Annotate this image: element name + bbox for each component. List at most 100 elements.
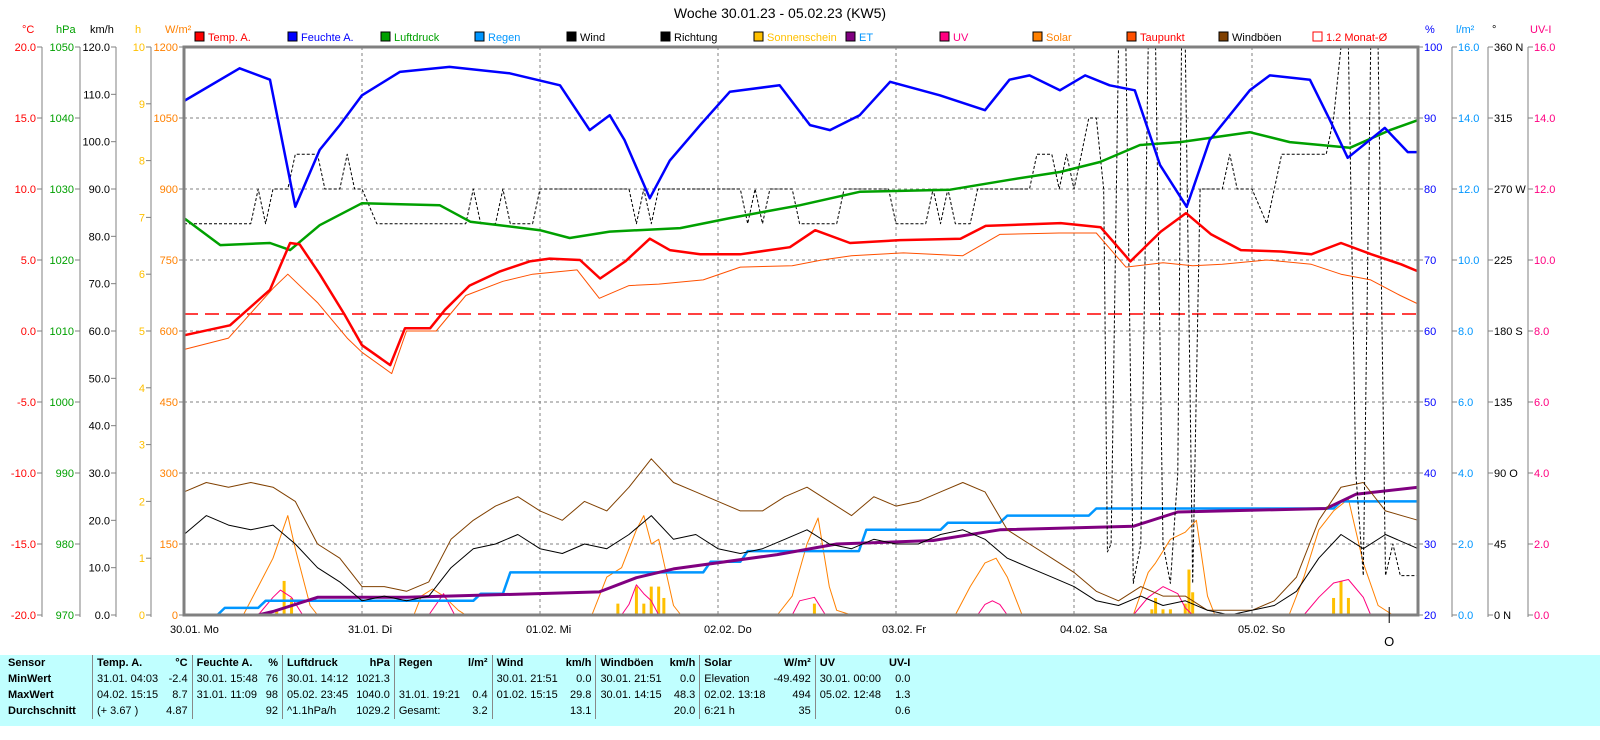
legend-swatch	[1218, 31, 1229, 42]
sunshine-bar	[662, 597, 666, 615]
stats-cell-time: ^1.1hPa/h	[282, 703, 353, 719]
stats-cell-time: 31.01. 11:09	[191, 687, 262, 703]
stats-cell-value: 8.7	[172, 689, 188, 701]
wind-tick-label: 40.0	[89, 421, 110, 433]
series-windböen	[183, 458, 1419, 611]
legend-swatch	[380, 31, 391, 42]
stats-header-name: Wind	[491, 655, 562, 671]
direction-tick-label: 315	[1494, 113, 1512, 125]
rain-tick-label: 14.0	[1458, 113, 1479, 125]
series-lines	[183, 46, 1419, 617]
sunshine-tick-label: 5	[139, 326, 145, 338]
temp-tick-label: -10.0	[11, 468, 36, 480]
stats-cell-value: 92	[265, 705, 279, 717]
legend-swatch	[939, 31, 950, 42]
wind-tick-label: 50.0	[89, 373, 110, 385]
temp-tick-label: 15.0	[15, 113, 36, 125]
plot-frame	[182, 45, 1420, 617]
rain-tick-label: 8.0	[1458, 326, 1473, 338]
legend-swatch	[1312, 31, 1323, 42]
stats-cell-time: 31.01. 04:03	[92, 671, 163, 687]
sunshine-tick-label: 10	[133, 42, 145, 54]
legend-swatch	[845, 31, 856, 42]
solar-tick-label: 900	[160, 184, 178, 196]
solar-tick-label: 1200	[154, 42, 178, 54]
solar-axis-unit: W/m²	[165, 24, 192, 36]
humidity-tick-label: 40	[1424, 468, 1436, 480]
stats-header-unit: l/m²	[468, 657, 488, 669]
legend-label: Solar	[1046, 32, 1072, 44]
stats-header-unit: km/h	[565, 657, 592, 669]
stats-cell-value: 3.2	[472, 705, 488, 717]
stats-header-unit: UV-I	[888, 657, 911, 669]
sunshine-bar	[1150, 609, 1154, 615]
wind-tick-label: 110.0	[83, 89, 110, 101]
stats-cell-value: 20.0	[673, 705, 696, 717]
rain-tick-label: 4.0	[1458, 468, 1473, 480]
stats-cell-time: Elevation	[699, 671, 770, 687]
pressure-tick-label: 1000	[50, 397, 74, 409]
uv-axis-unit: UV-I	[1530, 24, 1551, 36]
stats-cell-value: 35	[798, 705, 811, 717]
rain-tick-label: 16.0	[1458, 42, 1479, 54]
sunshine-bar	[1154, 597, 1158, 615]
humidity-tick-label: 30	[1424, 539, 1436, 551]
stats-header-name: Feuchte A.	[191, 655, 262, 671]
direction-axis-unit: °	[1492, 24, 1496, 36]
legend: Temp. A. Feuchte A. Luftdruck Regen Wind Rich…	[194, 31, 1388, 44]
wind-tick-label: 0.0	[95, 610, 110, 622]
x-day-label: 03.02. Fr	[882, 624, 926, 636]
solar-tick-label: 450	[160, 397, 178, 409]
stats-row: MinWert 31.01. 04:03 -2.4 30.01. 15:48 76 30.…	[4, 671, 914, 687]
sunshine-axis-unit: h	[135, 24, 141, 36]
sunshine-bar	[642, 603, 646, 615]
rain-tick-label: 2.0	[1458, 539, 1473, 551]
rain-tick-label: 6.0	[1458, 397, 1473, 409]
sunshine-bar	[1187, 569, 1191, 615]
sunshine-bar	[282, 580, 286, 615]
stats-cell-time: 31.01. 19:21	[393, 687, 465, 703]
stats-cell-value: 0.0	[895, 673, 911, 685]
x-day-label: 31.01. Di	[348, 624, 392, 636]
stats-cell-value: 4.87	[166, 705, 188, 717]
stats-header-unit: %	[268, 657, 279, 669]
sunshine-bar	[275, 609, 279, 615]
stats-row: MaxWert 04.02. 15:15 8.7 31.01. 11:09 98 05.0…	[4, 687, 914, 703]
pressure-tick-label: 1020	[50, 255, 74, 267]
legend-swatch	[1032, 31, 1043, 42]
legend-swatch	[1126, 31, 1137, 42]
stats-cell-value: 1040.0	[356, 689, 390, 701]
legend-swatch	[287, 31, 298, 42]
temp-tick-label: -20.0	[11, 610, 36, 622]
direction-tick-label: 90 O	[1494, 468, 1518, 480]
stats-cell-time: 05.02. 23:45	[282, 687, 353, 703]
stats-header-row: Sensor Temp. A. °C Feuchte A.% Luftdruck hPa R…	[4, 655, 914, 671]
uv-tick-label: 16.0	[1534, 42, 1555, 54]
solar-tick-label: 150	[160, 539, 178, 551]
stats-row-label: MinWert	[8, 673, 52, 685]
solar-tick-label: 600	[160, 326, 178, 338]
stats-cell-value: 1.3	[895, 689, 911, 701]
stats-header-unit: km/h	[669, 657, 696, 669]
humidity-tick-label: 90	[1424, 113, 1436, 125]
stats-header-name: UV	[814, 655, 885, 671]
sunshine-bar	[1161, 609, 1165, 615]
series-taupunkt	[183, 232, 1419, 375]
legend-label: ET	[859, 32, 873, 44]
stats-cell-value: 76	[265, 673, 279, 685]
temp-tick-label: 20.0	[15, 42, 36, 54]
rain-axis-unit: l/m²	[1456, 24, 1475, 36]
stats-cell-time: 01.02. 15:15	[491, 687, 562, 703]
uv-tick-label: 0.0	[1534, 610, 1549, 622]
stats-cell-time	[393, 671, 465, 687]
sunshine-tick-label: 2	[139, 496, 145, 508]
pressure-axis-unit: hPa	[56, 24, 76, 36]
stats-cell-time	[491, 703, 562, 719]
stats-cell-time: 30.01. 00:00	[814, 671, 885, 687]
x-day-label: 30.01. Mo	[170, 624, 219, 636]
series-regen	[184, 500, 1419, 617]
stats-cell-time: 30.01. 21:51	[491, 671, 562, 687]
stats-cell-time: Gesamt:	[393, 703, 465, 719]
sunshine-bar	[1183, 603, 1187, 615]
humidity-tick-label: 70	[1424, 255, 1436, 267]
